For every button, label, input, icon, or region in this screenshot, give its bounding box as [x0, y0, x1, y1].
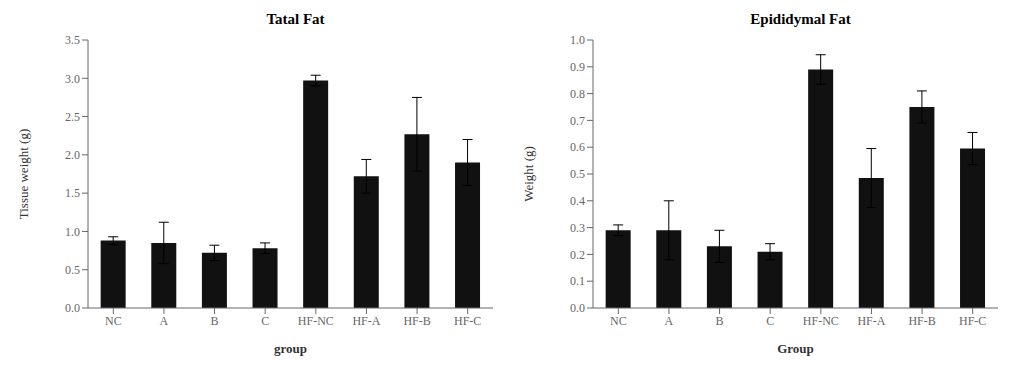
svg-text:C: C — [261, 314, 269, 328]
svg-text:1.0: 1.0 — [65, 225, 80, 239]
svg-text:0.3: 0.3 — [570, 221, 585, 235]
svg-text:HF-NC: HF-NC — [298, 314, 334, 328]
svg-text:0.0: 0.0 — [65, 301, 80, 315]
svg-text:HF-A: HF-A — [352, 314, 380, 328]
svg-text:A: A — [160, 314, 169, 328]
svg-text:0.9: 0.9 — [570, 60, 585, 74]
html-text:Epididymal Fat: Epididymal Fat — [750, 11, 851, 27]
svg-text:3.0: 3.0 — [65, 72, 80, 86]
svg-text:Group: Group — [777, 341, 814, 356]
svg-text:0.7: 0.7 — [570, 114, 585, 128]
svg-text:group: group — [274, 341, 307, 356]
svg-text:HF-A: HF-A — [857, 314, 885, 328]
svg-text:HF-B: HF-B — [403, 314, 430, 328]
svg-text:HF-B: HF-B — [908, 314, 935, 328]
svg-text:1.0: 1.0 — [570, 33, 585, 47]
svg-text:NC: NC — [105, 314, 122, 328]
svg-text:0.2: 0.2 — [570, 248, 585, 262]
svg-text:0.0: 0.0 — [570, 301, 585, 315]
svg-text:HF-C: HF-C — [959, 314, 986, 328]
svg-text:HF-NC: HF-NC — [803, 314, 839, 328]
svg-text:Weight (g): Weight (g) — [521, 146, 536, 202]
svg-text:2.5: 2.5 — [65, 110, 80, 124]
svg-text:0.8: 0.8 — [570, 87, 585, 101]
svg-text:B: B — [716, 314, 724, 328]
svg-text:0.5: 0.5 — [65, 263, 80, 277]
svg-text:B: B — [211, 314, 219, 328]
svg-text:1.5: 1.5 — [65, 186, 80, 200]
svg-text:Tissue weight (g): Tissue weight (g) — [16, 129, 31, 220]
svg-text:3.5: 3.5 — [65, 33, 80, 47]
svg-text:0.1: 0.1 — [570, 274, 585, 288]
svg-text:0.5: 0.5 — [570, 167, 585, 181]
svg-text:0.6: 0.6 — [570, 140, 585, 154]
svg-text:A: A — [665, 314, 674, 328]
svg-text:0.4: 0.4 — [570, 194, 585, 208]
html-text:Tatal Fat: Tatal Fat — [266, 11, 325, 27]
svg-text:2.0: 2.0 — [65, 148, 80, 162]
svg-text:C: C — [766, 314, 774, 328]
svg-text:NC: NC — [610, 314, 627, 328]
svg-text:HF-C: HF-C — [454, 314, 481, 328]
